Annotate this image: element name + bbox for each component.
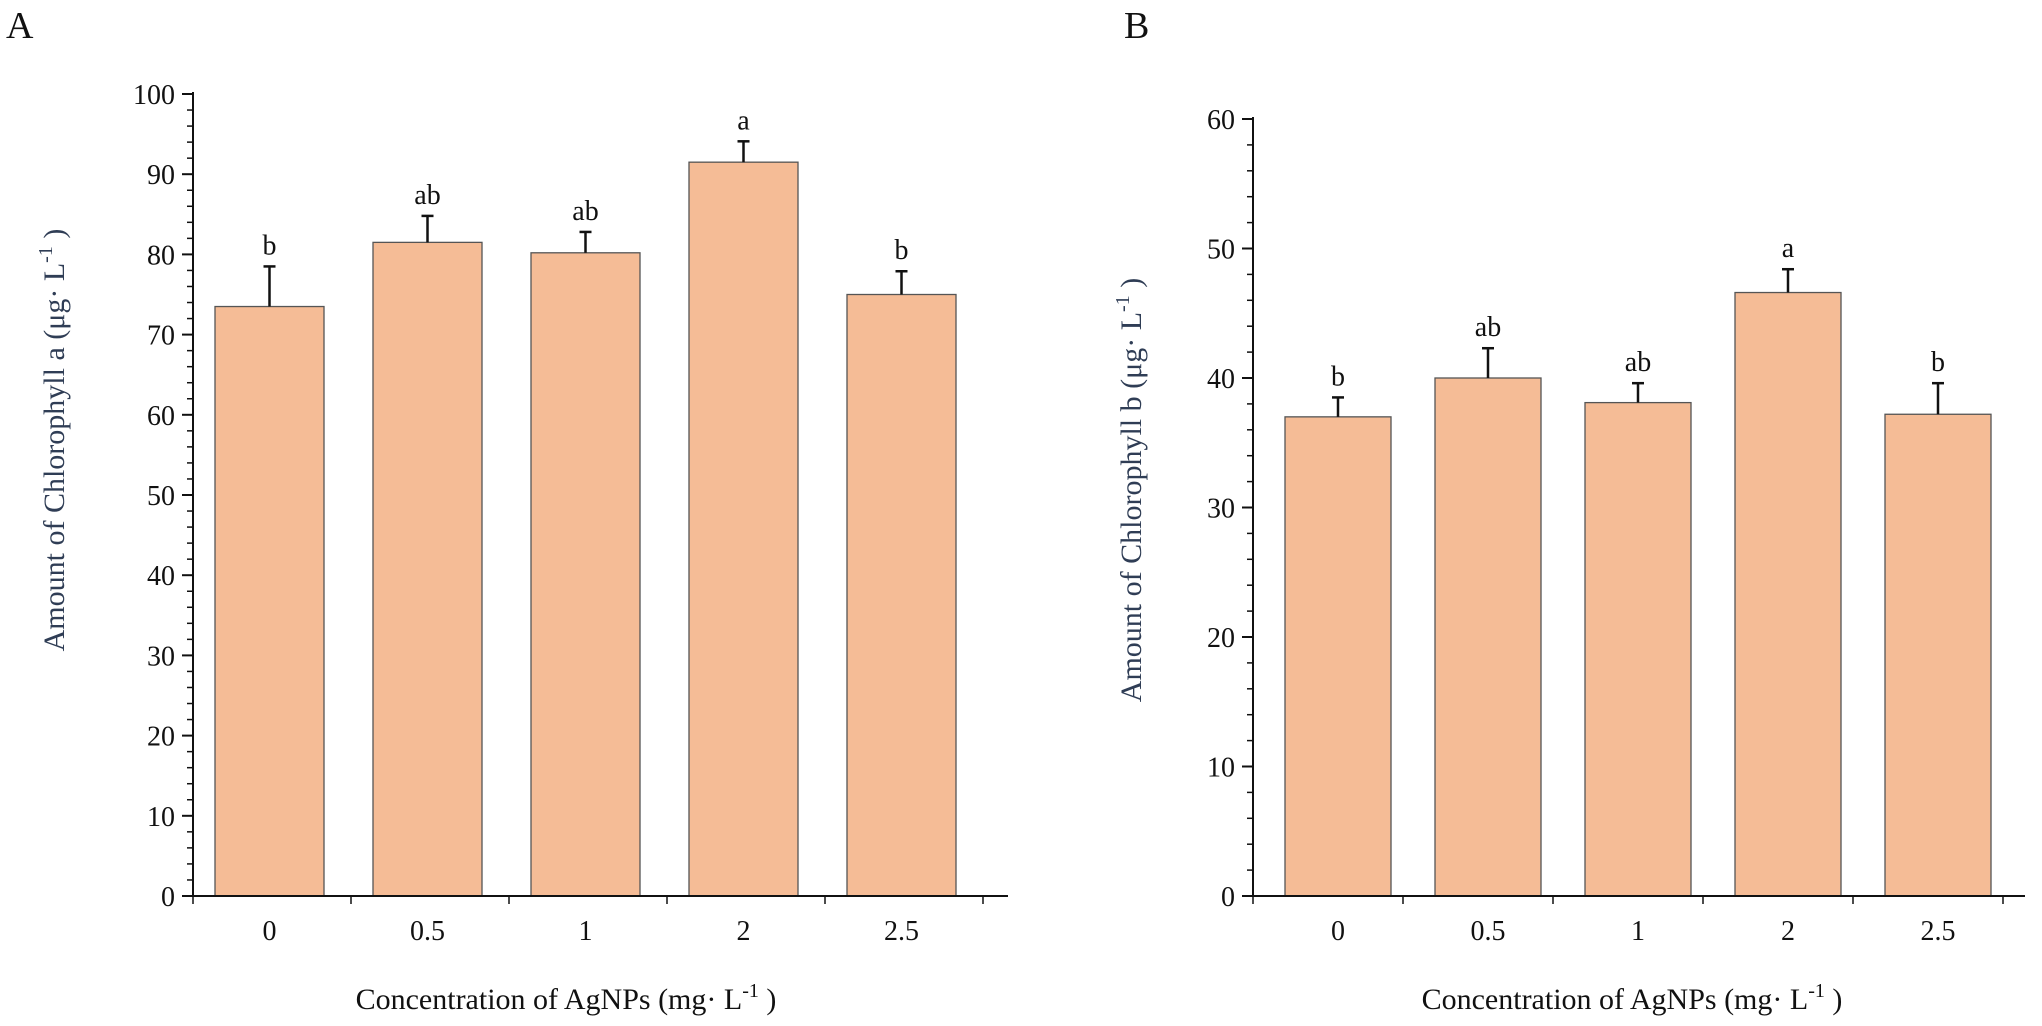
panel-label-b: B	[1124, 5, 1149, 47]
y-tick-label-100: 100	[133, 80, 175, 111]
y-tick-label-50: 50	[1207, 235, 1235, 266]
panel-b: Bb 0 ab 0.5 ab 1 a 2 b 2.5 0 10 20 30 40 50 60 Concentrat…	[1112, 5, 2025, 1016]
y-tick-label-10: 10	[1207, 753, 1235, 784]
significance-letter-2: a	[737, 105, 750, 136]
bar-0.5	[1434, 377, 1542, 897]
y-tick-label-70: 70	[147, 321, 175, 352]
x-tick-label-0: 0	[1331, 916, 1345, 947]
bar-2	[688, 161, 799, 897]
bar-2	[1734, 291, 1842, 897]
bar-0	[214, 305, 325, 897]
y-tick-label-90: 90	[147, 160, 175, 191]
x-tick-label-2: 2	[737, 916, 751, 947]
y-tick-label-40: 40	[1207, 364, 1235, 395]
y-tick-label-10: 10	[147, 802, 175, 833]
y-tick-label-60: 60	[1207, 105, 1235, 136]
bar-2.5	[1884, 413, 1992, 897]
x-tick-label-2: 2	[1781, 916, 1795, 947]
y-tick-label-20: 20	[147, 722, 175, 753]
y-tick-label-20: 20	[1207, 623, 1235, 654]
significance-letter-0: b	[263, 230, 277, 261]
x-axis-label: Concentration of AgNPs (mg· L-1 )	[1422, 980, 1843, 1016]
bar-2.5	[846, 293, 957, 897]
panel-label-a: A	[6, 5, 34, 47]
y-tick-label-60: 60	[147, 401, 175, 432]
significance-letter-1: ab	[1625, 347, 1651, 378]
x-tick-label-0: 0	[263, 916, 277, 947]
significance-letter-0.5: ab	[414, 180, 440, 211]
bar-1	[530, 252, 641, 897]
significance-letter-2.5: b	[1931, 347, 1945, 378]
y-tick-label-0: 0	[1221, 882, 1235, 913]
x-tick-label-2.5: 2.5	[1921, 916, 1956, 947]
y-tick-label-30: 30	[147, 641, 175, 672]
y-axis-label: Amount of Chlorophyll b (μg· L-1 )	[1112, 278, 1148, 702]
x-tick-label-1: 1	[579, 916, 593, 947]
y-tick-label-30: 30	[1207, 494, 1235, 525]
y-tick-label-0: 0	[161, 882, 175, 913]
x-tick-label-0.5: 0.5	[410, 916, 445, 947]
bar-0.5	[372, 241, 483, 897]
bar-1	[1584, 401, 1692, 897]
bar-0	[1284, 416, 1392, 897]
x-axis-label: Concentration of AgNPs (mg· L-1 )	[356, 980, 777, 1016]
significance-letter-0.5: ab	[1475, 312, 1501, 343]
panel-a: Ab 0 ab 0.5 ab 1 a 2 b 2.5 0 10 20 30 40 50 60 70 80 90 100 C…	[6, 5, 1008, 1016]
y-tick-label-80: 80	[147, 240, 175, 271]
y-tick-label-40: 40	[147, 561, 175, 592]
significance-letter-1: ab	[572, 196, 598, 227]
significance-letter-2: a	[1782, 233, 1795, 264]
y-axis-label: Amount of Chlorophyll a (μg· L-1 )	[35, 229, 71, 652]
significance-letter-0: b	[1331, 361, 1345, 392]
x-tick-label-1: 1	[1631, 916, 1645, 947]
x-tick-label-0.5: 0.5	[1471, 916, 1506, 947]
significance-letter-2.5: b	[895, 235, 909, 266]
x-tick-label-2.5: 2.5	[884, 916, 919, 947]
y-tick-label-50: 50	[147, 481, 175, 512]
